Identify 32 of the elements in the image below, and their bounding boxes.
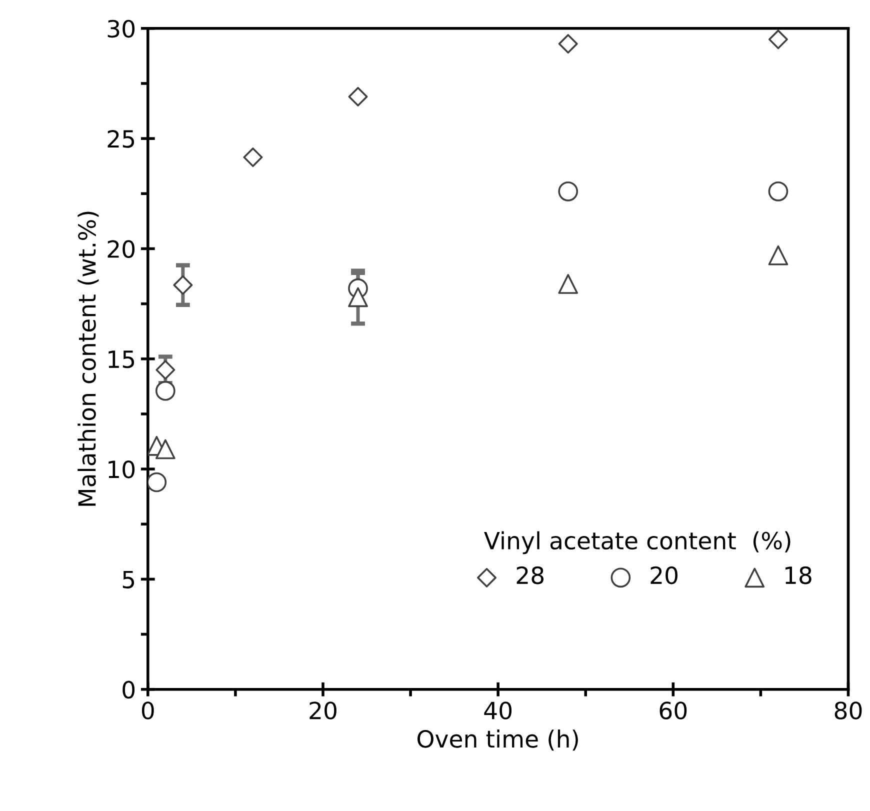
legend-label: 28 xyxy=(516,566,544,584)
x-tick-label: 20 xyxy=(310,702,336,720)
point xyxy=(243,148,263,168)
legend-label: 20 xyxy=(650,566,678,584)
point xyxy=(768,30,788,50)
y-tick-label: 20 xyxy=(108,240,135,258)
point xyxy=(155,439,176,460)
y-tick-label: 25 xyxy=(108,130,134,148)
point xyxy=(173,275,193,295)
point xyxy=(156,360,176,380)
point xyxy=(155,380,176,401)
point xyxy=(148,472,167,492)
x-tick-label: 0 xyxy=(142,702,154,720)
y-tick-label: 10 xyxy=(108,460,135,478)
point xyxy=(558,34,578,54)
x-axis-title: Oven time (h) xyxy=(418,730,578,751)
point xyxy=(768,181,788,202)
y-tick-label: 30 xyxy=(108,20,135,38)
legend-label: 18 xyxy=(786,566,812,584)
x-tick-label: 80 xyxy=(834,702,862,720)
point xyxy=(348,287,368,308)
x-tick-label: 40 xyxy=(484,702,512,720)
legend-title: Vinyl acetate content (%) xyxy=(484,531,790,554)
point xyxy=(348,86,368,106)
y-tick-label: 0 xyxy=(122,680,135,699)
x-tick-label: 60 xyxy=(660,702,687,720)
y-axis-title: Malathion content (wt.%) xyxy=(78,212,99,506)
point xyxy=(558,181,578,202)
y-tick-label: 5 xyxy=(122,570,134,588)
y-tick-label: 15 xyxy=(108,350,134,368)
point xyxy=(768,245,788,266)
point xyxy=(558,274,578,294)
